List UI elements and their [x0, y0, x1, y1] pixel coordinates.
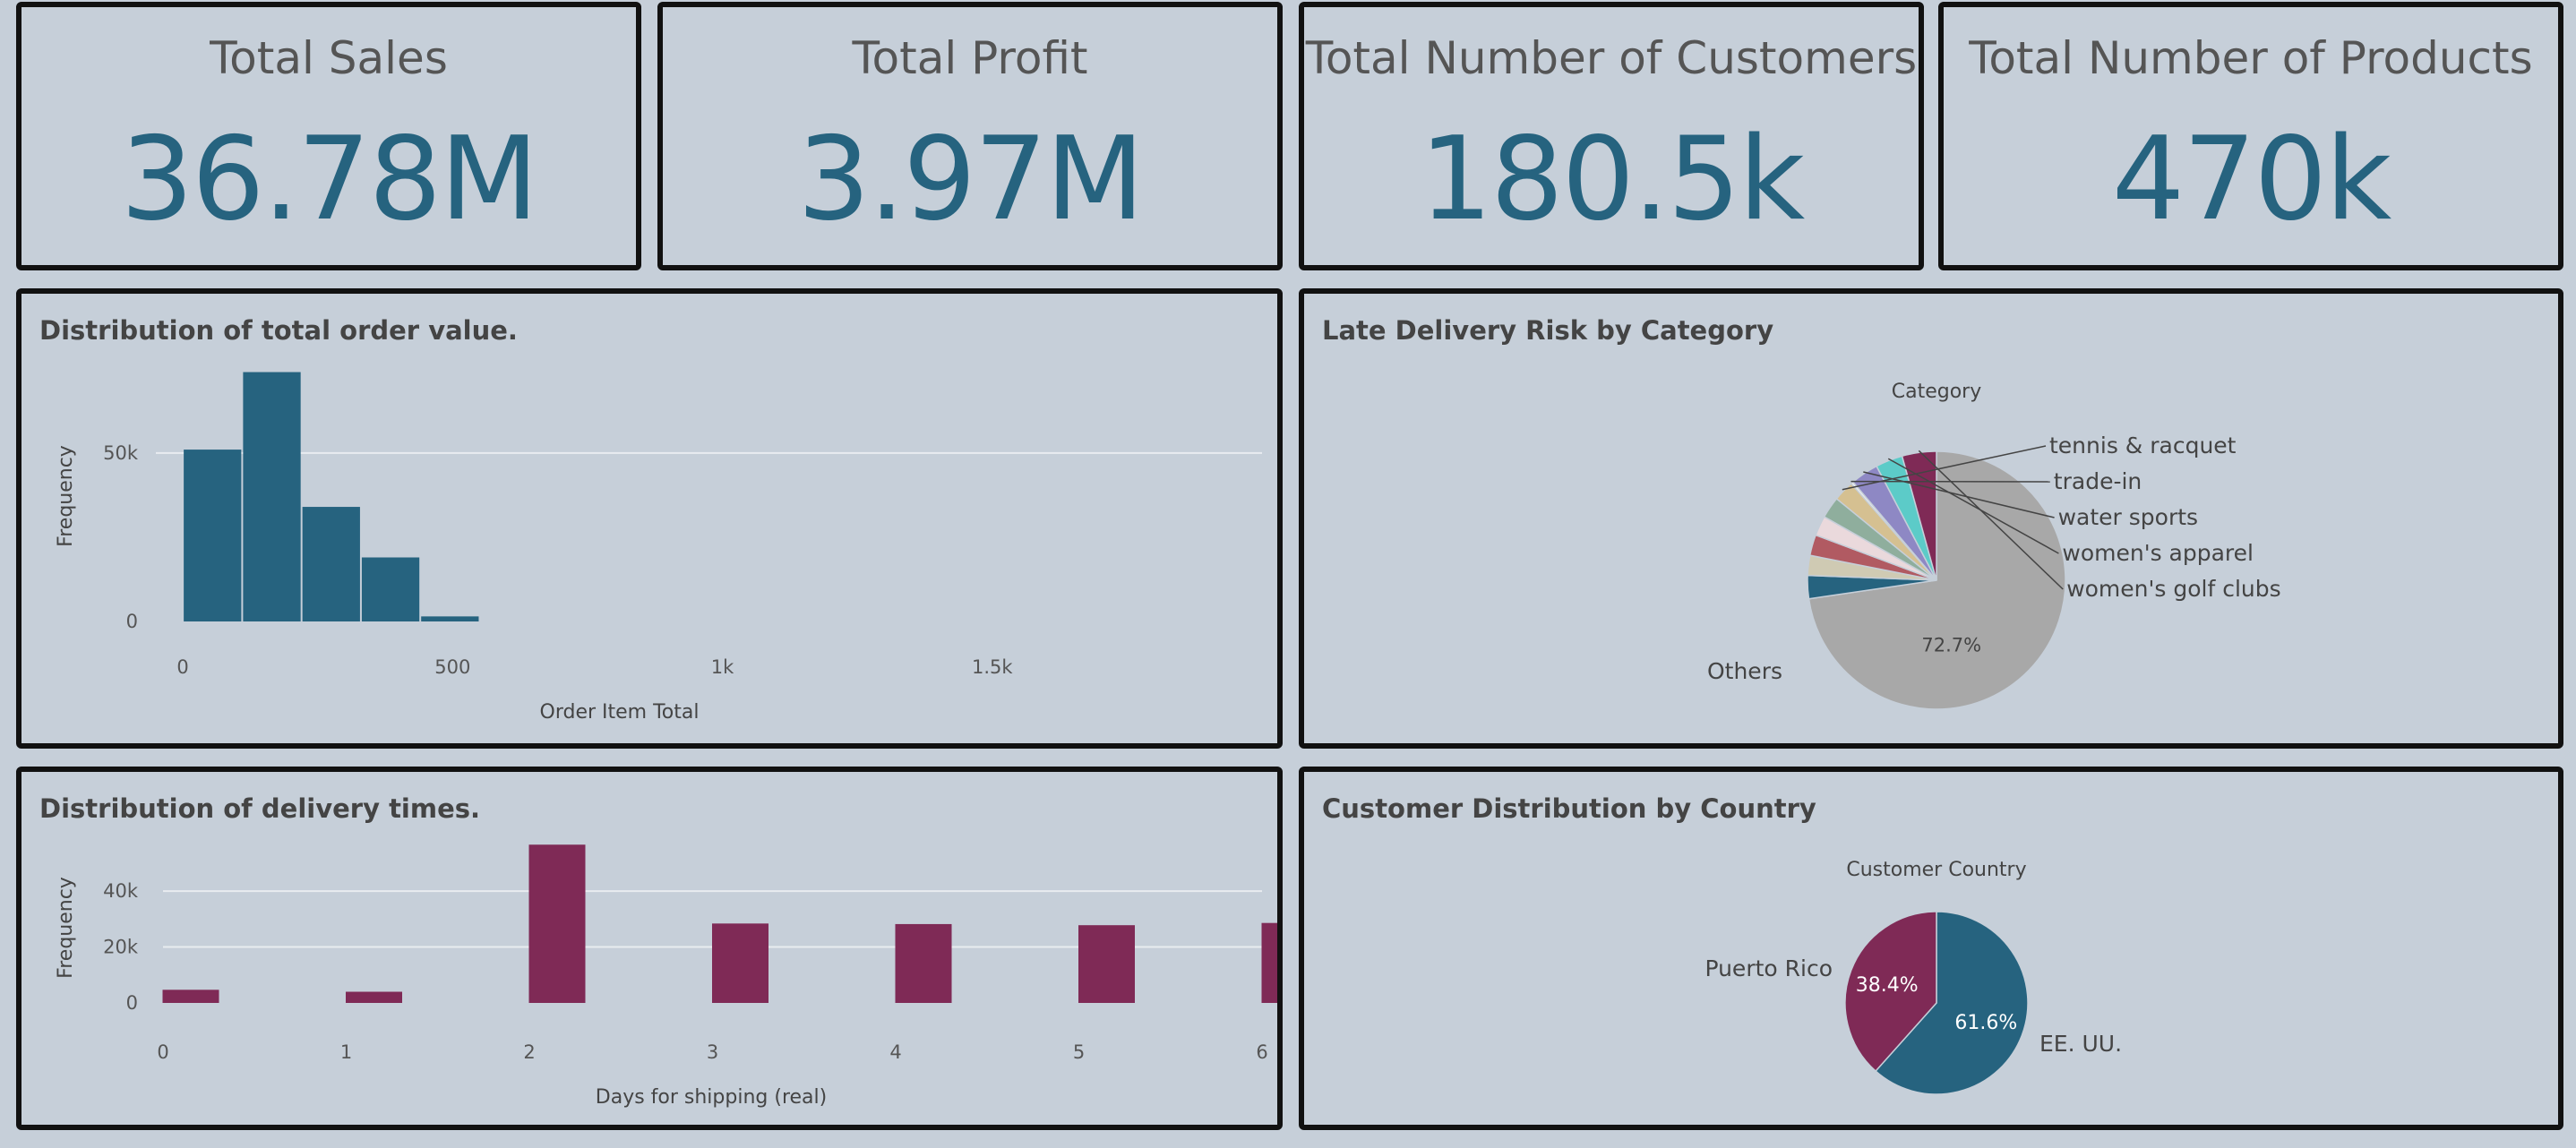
late-risk-panel: Late Delivery Risk by Category Category 7…: [1299, 288, 2563, 749]
kpi-value: 180.5k: [1419, 113, 1806, 246]
histogram-bar: [302, 507, 360, 621]
x-tick-label: 4: [889, 1041, 901, 1063]
callout-line: [1863, 471, 2055, 518]
x-tick-label: 0: [157, 1041, 168, 1063]
x-tick-label: 1.5k: [972, 656, 1013, 678]
order-value-panel: Distribution of total order value. 0 50k 0…: [16, 288, 1283, 749]
callout-line: [1842, 445, 2047, 491]
x-tick-label: 1k: [711, 656, 734, 678]
x-tick-label: 1: [340, 1041, 352, 1063]
slice-label: EE. UU.: [2039, 1031, 2122, 1057]
x-tick-label: 2: [523, 1041, 535, 1063]
panel-title: Distribution of total order value.: [39, 315, 518, 346]
pie-slice: [1844, 911, 1937, 1073]
delivery-bar: [528, 844, 586, 1003]
delivery-times-bar-chart: 0 20k 40k 0 1 2 3 4 5 6 Days for shipping (real) Fr…: [55, 844, 1277, 1109]
y-axis-label: Frequency: [55, 877, 77, 979]
slice-percent-label: 38.4%: [1856, 974, 1919, 997]
y-tick-label: 40k: [103, 880, 139, 902]
x-tick-label: 3: [707, 1041, 718, 1063]
y-tick-label: 20k: [103, 937, 139, 958]
callout-line: [1918, 450, 2064, 590]
x-axis-label: Days for shipping (real): [596, 1086, 827, 1109]
delivery-bar: [895, 923, 952, 1003]
order-value-histogram: 0 50k 0 500 1k 1.5k Order Item Total Frequency: [55, 372, 1262, 724]
country-pie-chart: Customer Country 61.6% 38.4% EE. UU. Puerto …: [1704, 859, 2122, 1095]
panel-title: Customer Distribution by Country: [1322, 793, 1816, 824]
country-panel: Customer Distribution by Country Custome…: [1299, 767, 2563, 1130]
kpi-card-total-products: Total Number of Products 470k: [1938, 2, 2563, 270]
delivery-bar: [1078, 925, 1135, 1003]
histogram-bar: [361, 557, 420, 621]
kpi-title: Total Profit: [852, 32, 1088, 84]
kpi-title: Total Number of Products: [1969, 32, 2533, 84]
delivery-bar: [1261, 922, 1277, 1003]
panel-title: Late Delivery Risk by Category: [1322, 315, 1774, 346]
y-axis-label: Frequency: [55, 445, 77, 547]
x-tick-label: 5: [1073, 1041, 1085, 1063]
kpi-value: 3.97M: [797, 113, 1144, 246]
slice-label: women's golf clubs: [2066, 576, 2280, 602]
slice-label: women's apparel: [2062, 540, 2254, 566]
pie-slice: [1875, 911, 2029, 1095]
x-tick-label: 6: [1256, 1041, 1267, 1063]
slice-label: water sports: [2058, 504, 2198, 530]
slice-label: Puerto Rico: [1704, 955, 1833, 981]
delivery-bar: [346, 991, 402, 1003]
kpi-value: 36.78M: [120, 113, 539, 246]
slice-percent-label: 72.7%: [1921, 634, 1981, 655]
kpi-title: Total Number of Customers: [1305, 32, 1918, 84]
legend-title: Customer Country: [1846, 859, 2026, 881]
slice-label: Others: [1707, 658, 1782, 684]
slice-label: trade-in: [2054, 468, 2142, 494]
x-axis-label: Order Item Total: [540, 701, 700, 724]
callout-line: [1887, 458, 2059, 554]
x-tick-label: 500: [434, 656, 470, 678]
kpi-card-total-sales: Total Sales 36.78M: [16, 2, 641, 270]
x-tick-label: 0: [176, 656, 188, 678]
late-risk-pie-chart: Category 72.7% Others tennis & racquet trade…: [1707, 381, 2281, 710]
kpi-card-total-customers: Total Number of Customers 180.5k: [1299, 2, 1924, 270]
y-tick-label: 0: [126, 992, 138, 1014]
legend-title: Category: [1892, 381, 1982, 403]
y-tick-label: 0: [126, 611, 138, 632]
delivery-bar: [162, 990, 219, 1003]
y-tick-label: 50k: [103, 442, 139, 464]
delivery-times-panel: Distribution of delivery times. 0 20k 40k 0…: [16, 767, 1283, 1130]
panel-title: Distribution of delivery times.: [39, 793, 481, 824]
delivery-bar: [712, 923, 769, 1003]
slice-label: tennis & racquet: [2049, 433, 2237, 458]
histogram-bar: [184, 450, 242, 621]
kpi-card-total-profit: Total Profit 3.97M: [657, 2, 1283, 270]
histogram-bar: [421, 616, 479, 621]
kpi-title: Total Sales: [210, 32, 448, 84]
histogram-bar: [243, 372, 301, 621]
kpi-value: 470k: [2111, 113, 2391, 246]
slice-percent-label: 61.6%: [1954, 1012, 2017, 1034]
